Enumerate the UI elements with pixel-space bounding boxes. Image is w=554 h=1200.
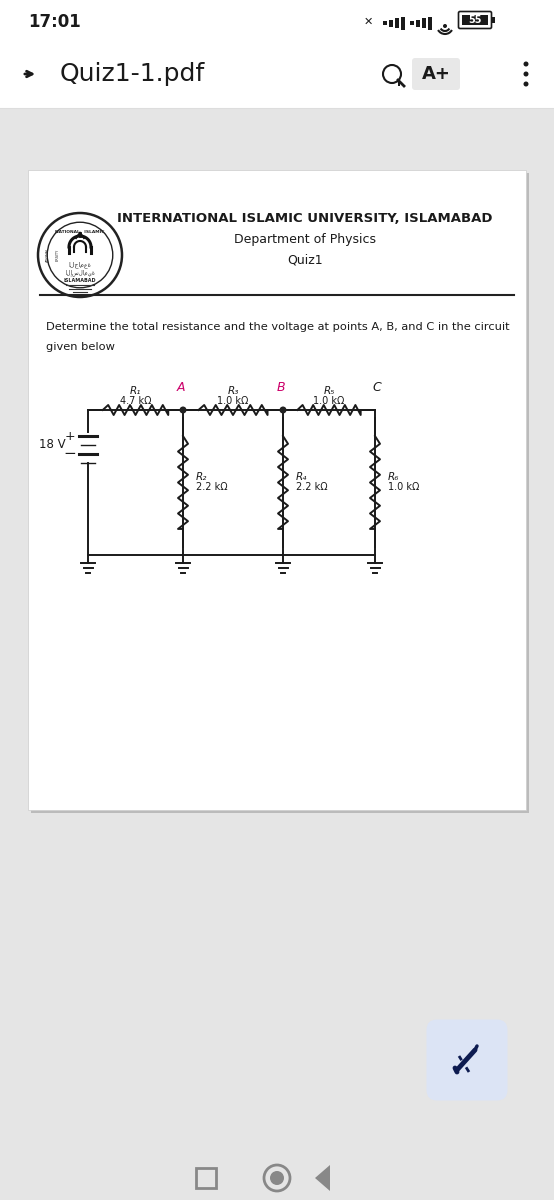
Bar (401, 17, 405, 30)
Text: −: − (64, 446, 76, 462)
Text: Department of Physics: Department of Physics (234, 234, 376, 246)
Text: الجامعة: الجامعة (69, 262, 91, 269)
Text: +: + (65, 430, 75, 443)
Text: 18 V: 18 V (39, 438, 66, 451)
Bar (0, 40, 554, 108)
Text: ATIONAL
 
ERSITY: ATIONAL ERSITY (46, 247, 59, 263)
Text: 1.0 kΩ: 1.0 kΩ (314, 396, 345, 406)
Circle shape (179, 407, 187, 414)
Text: R₁: R₁ (130, 386, 141, 396)
Text: 2.2 kΩ: 2.2 kΩ (296, 482, 327, 492)
Bar (0, 0, 554, 40)
Text: B: B (276, 382, 285, 394)
Bar (31, 173, 529, 814)
Bar (28, 170, 526, 810)
Text: ISLAMABAD: ISLAMABAD (64, 277, 96, 283)
Circle shape (524, 82, 529, 86)
Text: 1.0 kΩ: 1.0 kΩ (388, 482, 419, 492)
Bar (410, 20, 414, 25)
Text: R₆: R₆ (388, 472, 399, 481)
Bar (395, 18, 399, 28)
Text: ✕: ✕ (363, 17, 373, 26)
Text: R₅: R₅ (324, 386, 335, 396)
Text: 17:01: 17:01 (29, 13, 81, 31)
Text: Quiz1: Quiz1 (287, 253, 323, 266)
Bar (428, 17, 432, 30)
Circle shape (38, 214, 122, 296)
Text: Quiz1-1.pdf: Quiz1-1.pdf (60, 62, 205, 86)
Bar (422, 18, 426, 28)
Text: R₃: R₃ (227, 386, 239, 396)
Circle shape (280, 407, 286, 414)
Text: given below: given below (46, 342, 115, 352)
FancyBboxPatch shape (412, 58, 460, 90)
Bar (398, 80, 400, 86)
Bar (462, 14, 488, 25)
Bar (0, 1150, 554, 1200)
Text: 1.0 kΩ: 1.0 kΩ (217, 396, 249, 406)
Bar (416, 19, 420, 26)
Text: A: A (177, 382, 185, 394)
Text: NATIONAL   ISLAMIC: NATIONAL ISLAMIC (55, 230, 105, 234)
Polygon shape (315, 1165, 330, 1190)
Text: R₂: R₂ (196, 472, 207, 481)
Circle shape (270, 1171, 284, 1186)
Circle shape (524, 61, 529, 66)
Text: 4.7 kΩ: 4.7 kΩ (120, 396, 151, 406)
Bar (389, 19, 393, 26)
Bar (491, 17, 495, 23)
Bar (383, 20, 387, 25)
Text: 2.2 kΩ: 2.2 kΩ (196, 482, 228, 492)
Text: 55: 55 (468, 14, 482, 25)
Text: Determine the total resistance and the voltage at points A, B, and C in the circ: Determine the total resistance and the v… (46, 322, 510, 332)
FancyBboxPatch shape (427, 1020, 507, 1100)
Circle shape (47, 222, 113, 288)
Text: R₄: R₄ (296, 472, 307, 481)
Circle shape (443, 24, 447, 28)
Text: INTERNATIONAL ISLAMIC UNIVERSITY, ISLAMABAD: INTERNATIONAL ISLAMIC UNIVERSITY, ISLAMA… (117, 211, 493, 224)
Text: C: C (373, 382, 381, 394)
Circle shape (524, 72, 529, 77)
Text: A+: A+ (422, 65, 450, 83)
Text: الإسلامية: الإسلامية (65, 270, 95, 276)
